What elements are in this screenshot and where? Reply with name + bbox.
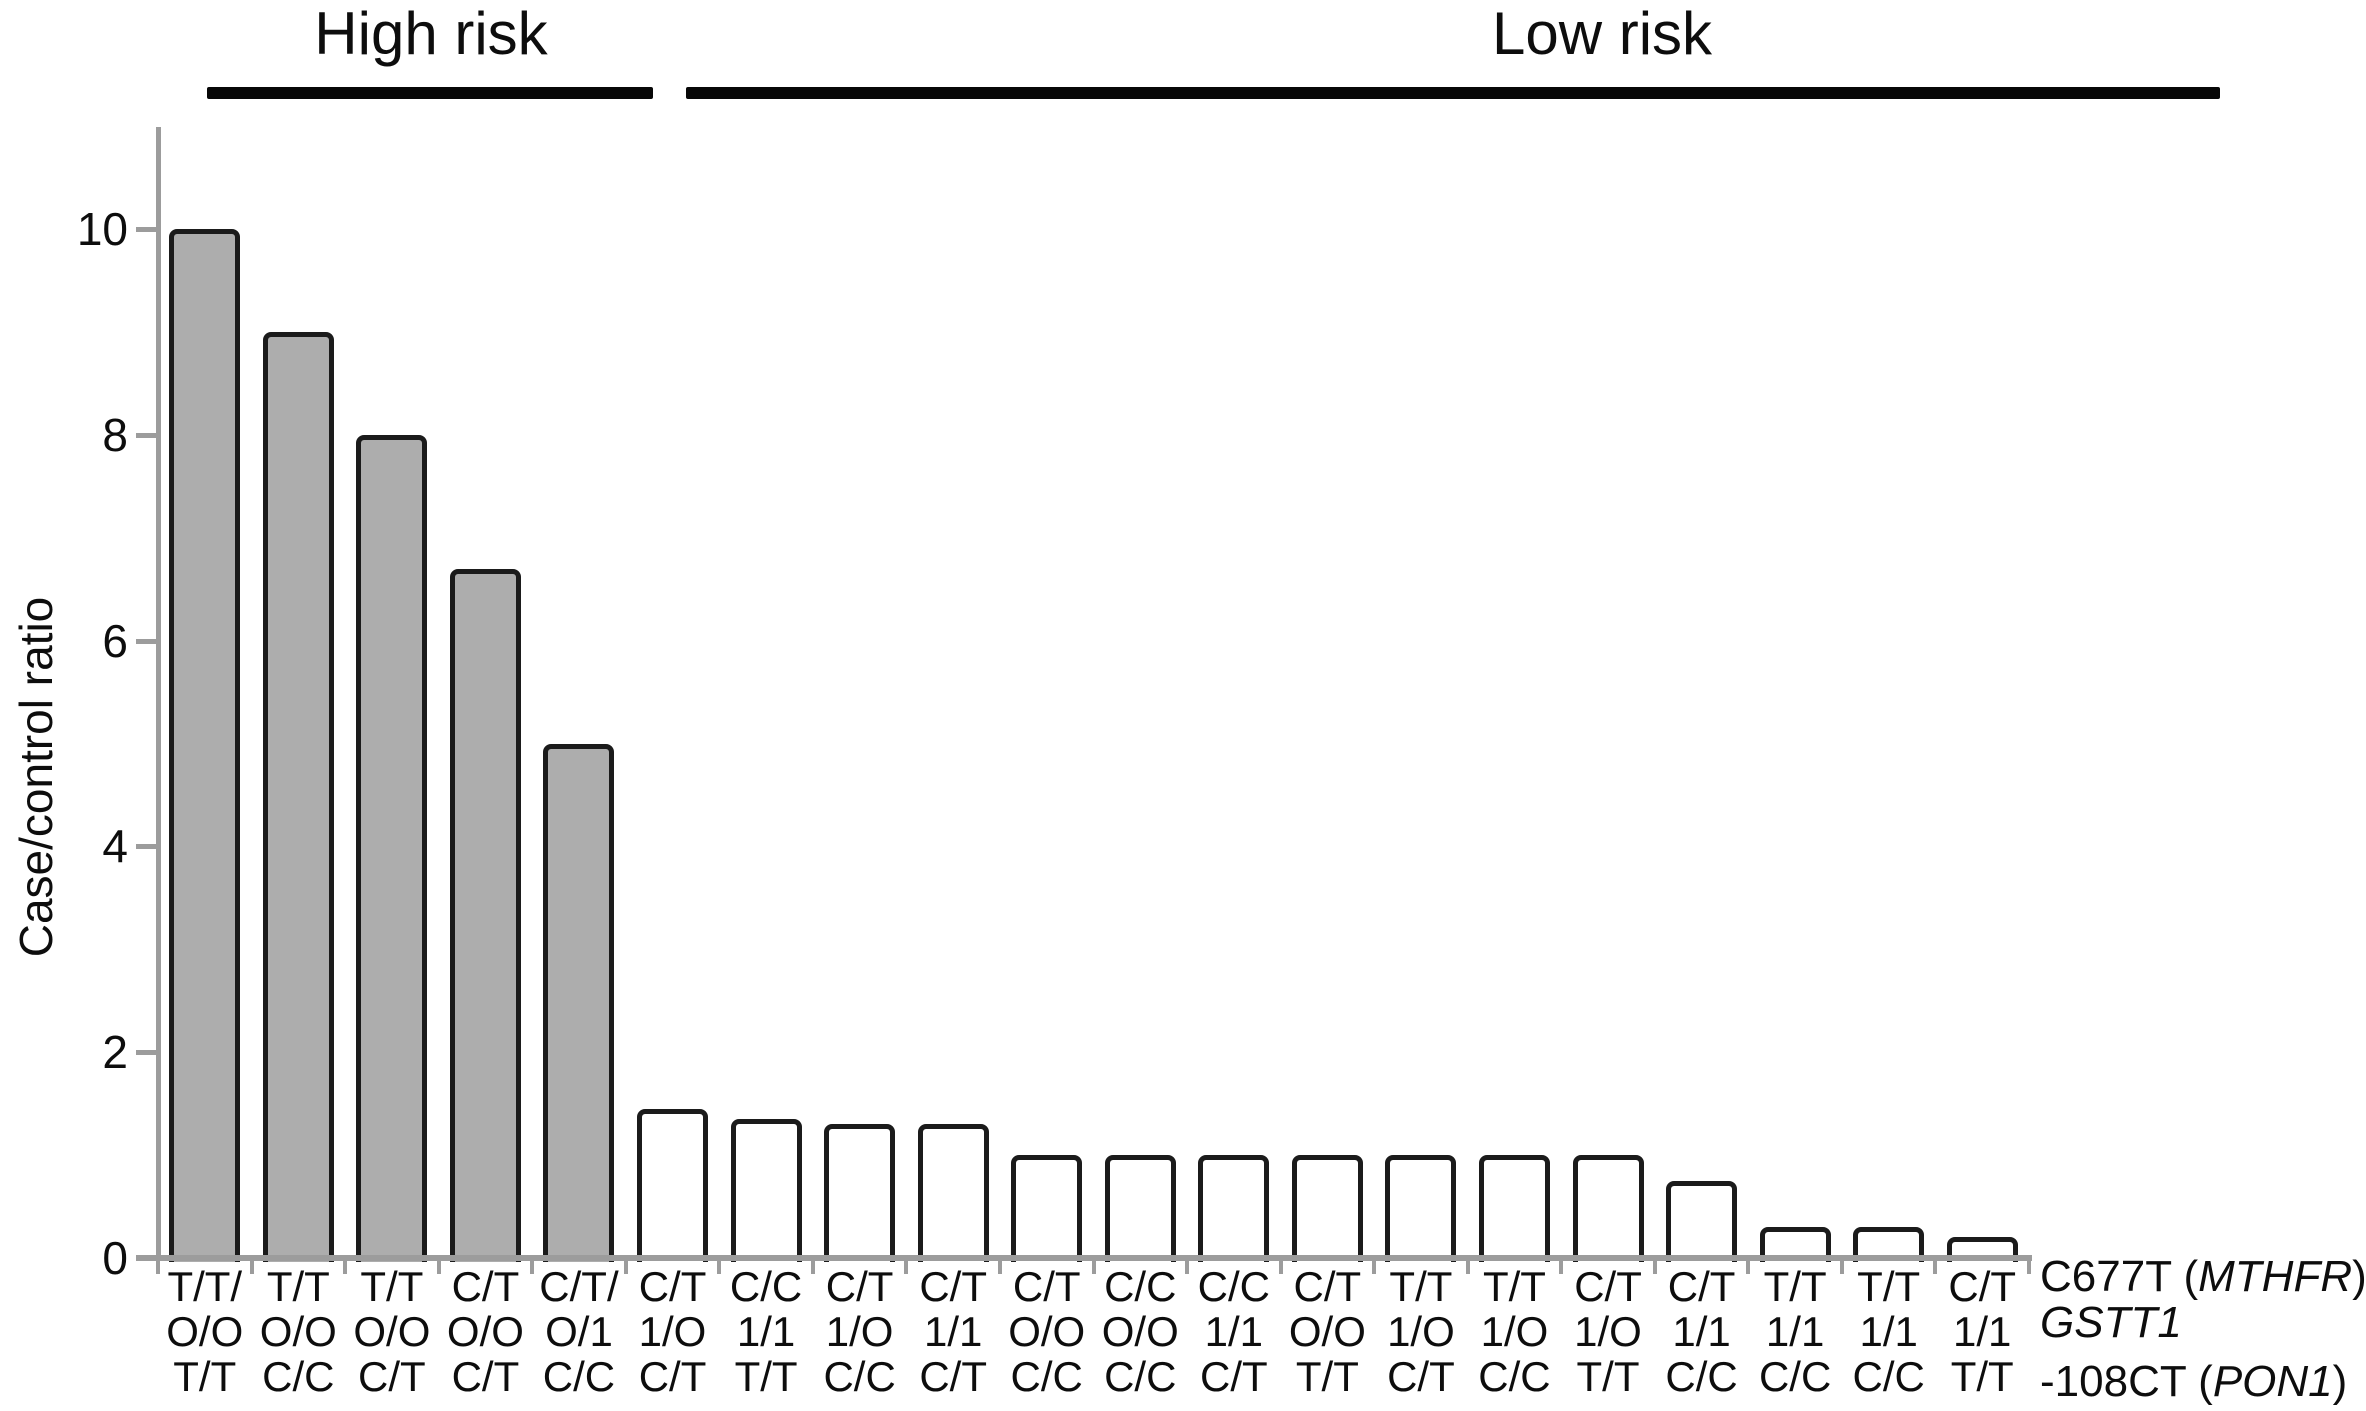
x-tick-label-10: C/T O/O C/C — [1008, 1263, 1086, 1400]
x-tick-label-17: C/T 1/1 C/C — [1665, 1263, 1738, 1400]
x-tick-label-19: T/T 1/1 C/C — [1852, 1263, 1925, 1400]
x-tick-14 — [1465, 1257, 1470, 1274]
y-tick-label-10: 10 — [76, 203, 128, 255]
x-tick-label-12: C/C 1/1 C/T — [1197, 1263, 1270, 1400]
x-tick-0 — [156, 1257, 160, 1274]
x-tick-label-2: T/T O/O C/C — [259, 1263, 337, 1400]
bar-15 — [1478, 1155, 1550, 1262]
x-tick-label-8: C/T 1/O C/C — [823, 1263, 896, 1400]
x-tick-2 — [343, 1257, 348, 1274]
bar-8 — [824, 1124, 896, 1262]
x-tick-label-4: C/T O/O C/T — [446, 1263, 524, 1400]
bar-5 — [543, 743, 615, 1262]
bar-1 — [169, 229, 241, 1262]
gene-row-mthfr: C677T (MTHFR) — [2040, 1252, 2366, 1302]
x-tick-label-5: C/T/ O/1 C/C — [539, 1263, 619, 1400]
x-tick-17 — [1746, 1257, 1751, 1274]
x-tick-16 — [1652, 1257, 1657, 1274]
gene-row-pon1-prefix: -108CT ( — [2040, 1357, 2213, 1406]
y-tick-label-0: 0 — [102, 1232, 128, 1284]
x-tick-1 — [249, 1257, 254, 1274]
x-tick-label-14: T/T 1/O C/T — [1387, 1263, 1455, 1400]
y-tick-6 — [136, 638, 159, 644]
bar-17 — [1666, 1180, 1738, 1262]
bar-14 — [1385, 1155, 1457, 1262]
gene-row-pon1-name: PON1 — [2212, 1357, 2333, 1406]
x-tick-6 — [717, 1257, 722, 1274]
x-tick-9 — [997, 1257, 1002, 1274]
x-tick-7 — [810, 1257, 815, 1274]
x-tick-18 — [1839, 1257, 1844, 1274]
bar-12 — [1198, 1155, 1270, 1262]
x-tick-label-1: T/T/ O/O T/T — [166, 1263, 244, 1400]
x-axis-line — [136, 1255, 2032, 1261]
gene-row-gstt1: GSTT1 — [2040, 1298, 2182, 1348]
gene-row-pon1: -108CT (PON1) — [2040, 1357, 2347, 1407]
x-tick-label-18: T/T 1/1 C/C — [1758, 1263, 1832, 1400]
x-tick-4 — [530, 1257, 535, 1274]
high-risk-group-title: High risk — [314, 0, 548, 67]
x-tick-label-20: C/T 1/1 T/T — [1948, 1263, 2017, 1400]
x-tick-label-6: C/T 1/O C/T — [638, 1263, 707, 1400]
bar-16 — [1572, 1155, 1644, 1262]
high-risk-group-line — [207, 87, 653, 99]
x-tick-11 — [1185, 1257, 1190, 1274]
gene-row-mthfr-suffix: ) — [2352, 1252, 2366, 1301]
x-tick-label-7: C/C 1/1 T/T — [729, 1263, 803, 1400]
y-tick-label-4: 4 — [102, 820, 128, 873]
x-tick-10 — [1091, 1257, 1096, 1274]
x-tick-3 — [436, 1257, 441, 1274]
y-tick-label-6: 6 — [102, 614, 128, 667]
bar-7 — [730, 1119, 802, 1262]
bar-4 — [449, 568, 521, 1262]
low-risk-group-title: Low risk — [1491, 0, 1713, 67]
bar-3 — [356, 434, 428, 1262]
x-tick-label-13: C/T O/O T/T — [1288, 1263, 1366, 1400]
x-tick-20 — [2027, 1257, 2031, 1274]
y-axis-line — [156, 127, 161, 1260]
gene-row-mthfr-name: MTHFR — [2198, 1252, 2353, 1301]
y-tick-10 — [136, 227, 159, 232]
x-tick-label-11: C/C O/O C/C — [1101, 1263, 1179, 1400]
x-tick-8 — [904, 1257, 909, 1274]
y-tick-2 — [136, 1050, 159, 1056]
x-tick-5 — [623, 1257, 628, 1274]
x-tick-label-9: C/T 1/1 C/T — [919, 1263, 987, 1400]
low-risk-group-line — [686, 87, 2220, 99]
bar-6 — [637, 1108, 709, 1262]
bar-9 — [917, 1124, 989, 1262]
gene-row-mthfr-prefix: C677T ( — [2040, 1252, 2199, 1301]
x-tick-label-3: T/T O/O C/T — [353, 1263, 431, 1400]
y-tick-label-8: 8 — [102, 408, 128, 461]
x-tick-13 — [1372, 1257, 1377, 1274]
x-tick-12 — [1278, 1257, 1283, 1274]
x-tick-19 — [1933, 1257, 1938, 1274]
y-tick-8 — [136, 432, 159, 438]
y-tick-label-2: 2 — [102, 1026, 128, 1079]
bar-2 — [262, 331, 334, 1262]
bar-10 — [1011, 1155, 1083, 1262]
gene-row-pon1-suffix: ) — [2332, 1357, 2348, 1406]
bar-11 — [1104, 1155, 1176, 1262]
y-tick-4 — [136, 844, 159, 850]
bar-13 — [1291, 1155, 1363, 1262]
x-tick-label-16: C/T 1/O T/T — [1574, 1263, 1642, 1400]
x-tick-15 — [1559, 1257, 1564, 1274]
gene-row-gstt1-name: GSTT1 — [2040, 1298, 2182, 1347]
x-tick-label-15: T/T 1/O C/C — [1478, 1263, 1551, 1400]
